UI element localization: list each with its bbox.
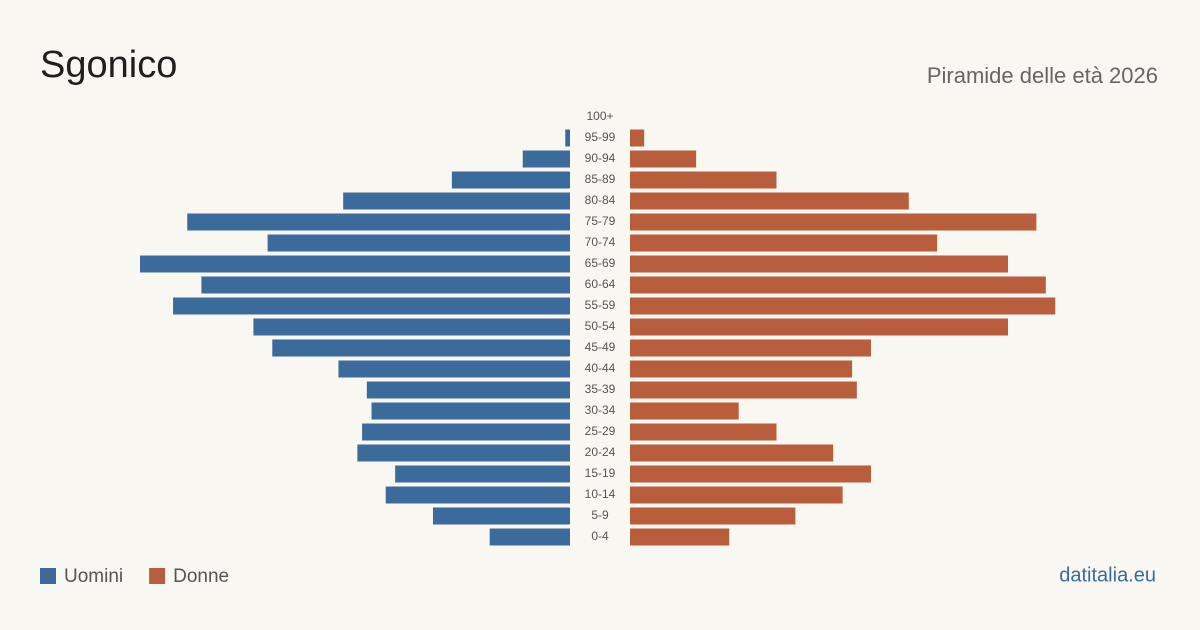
bar (253, 318, 570, 336)
age-label: 30-34 (585, 403, 616, 417)
age-label: 100+ (586, 109, 613, 123)
bar (565, 129, 570, 147)
bar (630, 486, 843, 504)
bar (343, 192, 570, 210)
bar (489, 528, 570, 546)
bar (362, 423, 570, 441)
bar (267, 234, 570, 252)
age-label: 95-99 (585, 130, 616, 144)
bar (630, 444, 834, 462)
bar (630, 402, 739, 420)
bar (630, 381, 857, 399)
chart-title: Sgonico (40, 44, 177, 86)
age-label: 60-64 (585, 277, 616, 291)
age-label: 5-9 (591, 508, 609, 522)
bar (366, 381, 570, 399)
bar (630, 276, 1046, 294)
chart-subtitle: Piramide delle età 2026 (927, 63, 1158, 88)
age-label: 25-29 (585, 424, 616, 438)
bar (630, 360, 853, 378)
bar (371, 402, 570, 420)
age-label: 90-94 (585, 151, 616, 165)
bar (630, 423, 777, 441)
age-label: 80-84 (585, 193, 616, 207)
bar (140, 255, 570, 273)
age-label: 45-49 (585, 340, 616, 354)
legend-swatch (149, 568, 166, 584)
legend-label: Donne (173, 566, 229, 587)
age-label: 85-89 (585, 172, 616, 186)
bar (630, 213, 1037, 231)
age-label: 65-69 (585, 256, 616, 270)
legend-swatch (40, 568, 56, 584)
age-label: 35-39 (585, 382, 616, 396)
bar (385, 486, 570, 504)
bar (630, 234, 938, 252)
bar (630, 192, 909, 210)
age-label: 75-79 (585, 214, 616, 228)
bar (630, 507, 796, 525)
bar (630, 129, 645, 147)
bar (173, 297, 571, 315)
bar (630, 318, 1009, 336)
bar (630, 465, 871, 483)
age-label: 70-74 (585, 235, 616, 249)
source: datitalia.eu (1059, 564, 1156, 586)
bar (187, 213, 570, 231)
age-label: 40-44 (585, 361, 616, 375)
bar (630, 171, 777, 189)
bar (338, 360, 570, 378)
bar (630, 150, 697, 168)
bar (357, 444, 570, 462)
bar (630, 255, 1009, 273)
age-label: 50-54 (585, 319, 616, 333)
age-label: 15-19 (585, 466, 616, 480)
age-label: 10-14 (585, 487, 616, 501)
bar (630, 528, 730, 546)
age-label: 55-59 (585, 298, 616, 312)
bar (432, 507, 570, 525)
bar (630, 339, 871, 357)
bar (522, 150, 570, 168)
bar (630, 297, 1056, 315)
age-label: 0-4 (591, 529, 609, 543)
age-label: 20-24 (585, 445, 616, 459)
bar (395, 465, 570, 483)
bar (451, 171, 570, 189)
legend-label: Uomini (64, 566, 123, 587)
bar (272, 339, 570, 357)
bar (201, 276, 570, 294)
